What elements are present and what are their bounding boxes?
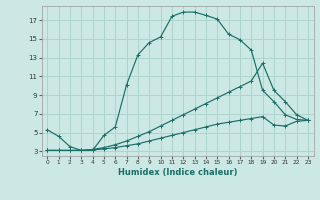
X-axis label: Humidex (Indice chaleur): Humidex (Indice chaleur) — [118, 168, 237, 177]
